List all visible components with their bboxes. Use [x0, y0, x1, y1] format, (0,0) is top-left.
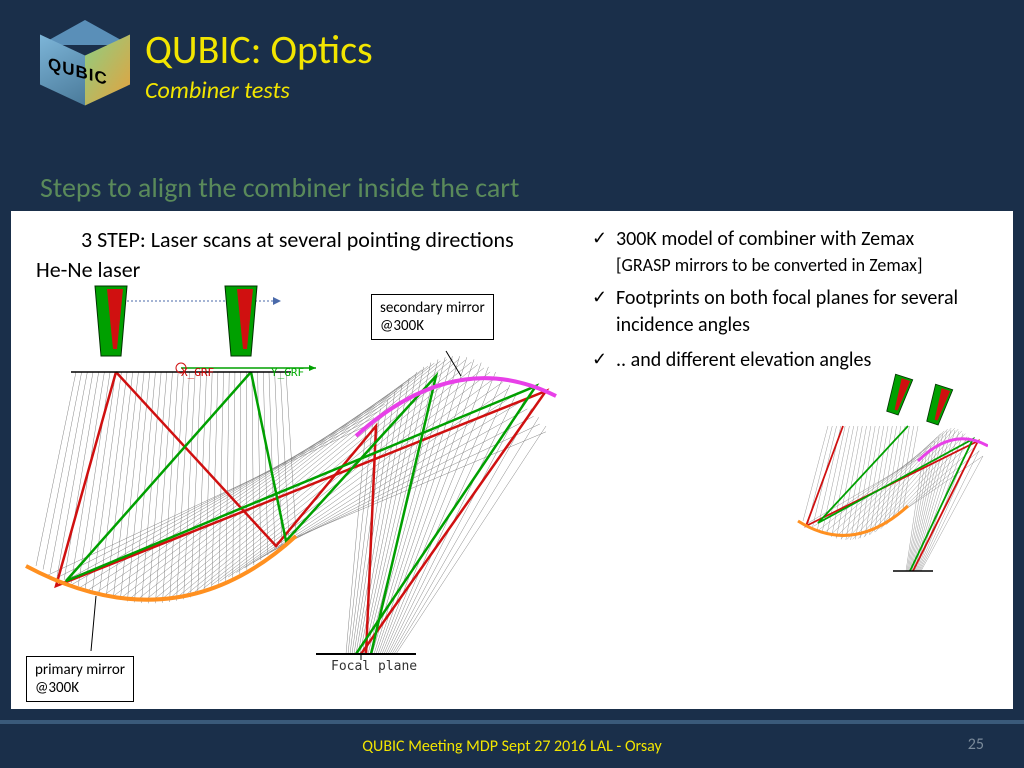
callout-secondary-mirror: secondary mirror@300K [371, 294, 494, 340]
slide: QUBIC QUBIC: Optics Combiner tests Steps… [0, 0, 1024, 768]
slide-title: QUBIC: Optics [145, 25, 1024, 74]
bullet-item: 300K model of combiner with Zemax[GRASP … [588, 226, 998, 277]
logo: QUBIC [40, 20, 130, 110]
section-title: Steps to align the combiner inside the c… [40, 170, 519, 205]
step-title: 3 STEP: Laser scans at several pointing … [81, 226, 514, 253]
content-panel: 3 STEP: Laser scans at several pointing … [10, 210, 1014, 710]
header: QUBIC QUBIC: Optics Combiner tests [0, 0, 1024, 150]
slide-subtitle: Combiner tests [145, 76, 1024, 105]
bullet-item: .. and different elevation angles [588, 347, 998, 374]
optics-diagram-small [788, 371, 988, 591]
page-number: 25 [968, 735, 984, 754]
bullet-list: 300K model of combiner with Zemax[GRASP … [588, 226, 998, 382]
focal-plane-label: Focal plane [331, 659, 417, 674]
axis-x-label: X_GRF [181, 366, 214, 379]
footer-text: QUBIC Meeting MDP Sept 27 2016 LAL - Ors… [362, 737, 661, 756]
bullet-item: Footprints on both focal planes for seve… [588, 285, 998, 339]
callout-primary-mirror: primary mirror@300K [26, 656, 134, 702]
axis-y-label: Y_GRF [271, 366, 304, 379]
footer: QUBIC Meeting MDP Sept 27 2016 LAL - Ors… [0, 720, 1024, 768]
